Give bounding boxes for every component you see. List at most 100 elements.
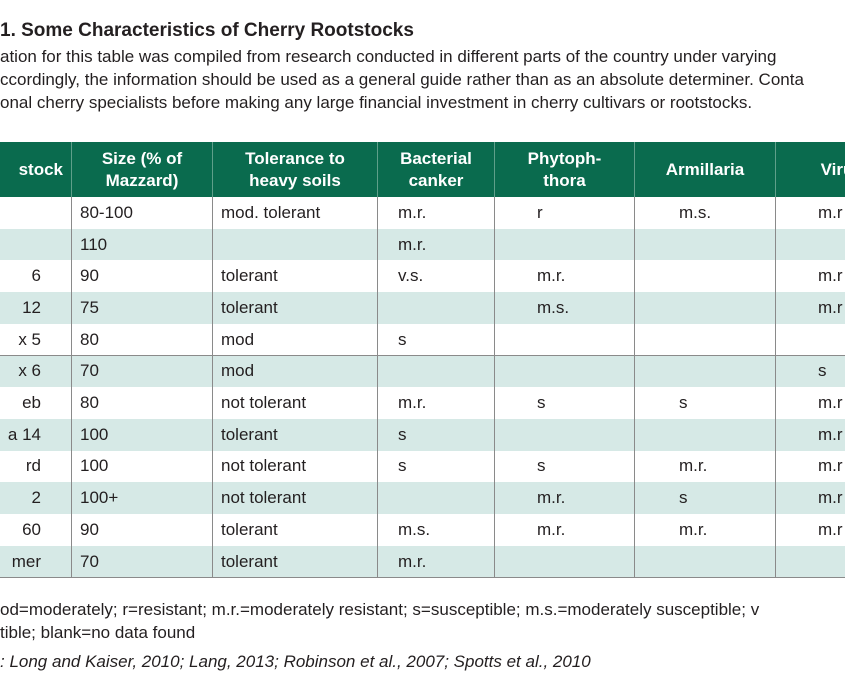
table-cell <box>635 260 776 294</box>
table-cell: rd <box>0 450 72 484</box>
table-cell <box>776 323 845 357</box>
header-cell: stock <box>0 142 72 197</box>
table-cell: tolerant <box>213 514 378 547</box>
header-cell: Armillaria <box>635 142 776 197</box>
header-cell: Viru <box>776 142 845 197</box>
table-cell: 60 <box>0 514 72 547</box>
header-text: canker <box>408 170 464 190</box>
header-text: Size (% of <box>101 148 183 168</box>
table-cell: s <box>495 450 635 484</box>
table-cell <box>0 197 72 230</box>
table-cell: m.r. <box>495 260 635 294</box>
intro-line: ccordingly, the information should be us… <box>0 70 804 89</box>
table-cell: not tolerant <box>213 482 378 515</box>
table-cell: m.r. <box>495 482 635 515</box>
table-cell: mer <box>0 545 72 579</box>
table-cell: m.r. <box>378 387 495 420</box>
table-cell: 75 <box>72 292 213 325</box>
table-cell <box>495 418 635 452</box>
table-cell: x 6 <box>0 355 72 389</box>
header-cell: Size (% of Mazzard) <box>72 142 213 197</box>
table-cell <box>495 355 635 389</box>
table-cell: m.r. <box>378 197 495 230</box>
table-cell: m.r <box>776 292 845 325</box>
header-cell: Phytoph-thora <box>495 142 635 197</box>
table-cell: v.s. <box>378 260 495 294</box>
header-text: Armillaria <box>665 159 745 179</box>
table-cell: tolerant <box>213 418 378 452</box>
table-cell: r <box>495 197 635 230</box>
table-cell <box>495 323 635 357</box>
table-cell <box>635 418 776 452</box>
table-cell: m.r. <box>635 450 776 484</box>
table-cell: 6 <box>0 260 72 294</box>
header-text: Bacterial <box>400 148 472 168</box>
header-text: Phytoph- <box>527 148 602 168</box>
header-text: heavy soils <box>249 170 341 190</box>
table-cell: 80 <box>72 323 213 357</box>
table-cell <box>495 228 635 262</box>
table-cell: 100+ <box>72 482 213 515</box>
table-cell: s <box>776 355 845 389</box>
table-cell: mod <box>213 355 378 389</box>
table-cell <box>0 228 72 262</box>
table-cell: 100 <box>72 450 213 484</box>
table-cell: s <box>635 482 776 515</box>
table-cell: 80 <box>72 387 213 420</box>
table-cell <box>213 228 378 262</box>
intro-line: ation for this table was compiled from r… <box>0 47 777 66</box>
header-text: Tolerance to <box>245 148 345 168</box>
table-cell: not tolerant <box>213 387 378 420</box>
header-text: Viru <box>820 159 845 179</box>
table-cell <box>378 292 495 325</box>
table-cell: m.r. <box>635 514 776 547</box>
table-cell <box>776 545 845 579</box>
table-cell <box>378 355 495 389</box>
header-text: thora <box>543 170 586 190</box>
table-cell: s <box>495 387 635 420</box>
table-cell: m.s. <box>635 197 776 230</box>
source: : Long and Kaiser, 2010; Lang, 2013; Rob… <box>0 652 591 671</box>
table-cell: 110 <box>72 228 213 262</box>
table-cell: m.s. <box>378 514 495 547</box>
table-cell <box>635 545 776 579</box>
table-cell <box>635 323 776 357</box>
table-cell: m.r. <box>495 514 635 547</box>
table-cell <box>635 292 776 325</box>
table-cell: m.r. <box>378 545 495 579</box>
header-text: stock <box>18 159 63 179</box>
table-cell: s <box>378 450 495 484</box>
table-cell: 12 <box>0 292 72 325</box>
table-cell: 2 <box>0 482 72 515</box>
table-cell: m.r <box>776 387 845 420</box>
table-cell: m.r <box>776 260 845 294</box>
table-cell: m.r. <box>378 228 495 262</box>
table-title: 1. Some Characteristics of Cherry Rootst… <box>0 20 414 41</box>
table-cell <box>495 545 635 579</box>
table-cell: 70 <box>72 355 213 389</box>
table-cell <box>635 355 776 389</box>
table-cell: not tolerant <box>213 450 378 484</box>
header-text: Mazzard) <box>105 170 179 190</box>
footnote-line: od=moderately; r=resistant; m.r.=moderat… <box>0 600 760 619</box>
table-cell: mod <box>213 323 378 357</box>
table-cell: 70 <box>72 545 213 579</box>
table-cell: a 14 <box>0 418 72 452</box>
table-cell: m.r <box>776 197 845 230</box>
table-cell: m.r <box>776 450 845 484</box>
table-cell: 90 <box>72 260 213 294</box>
table-cell <box>635 228 776 262</box>
table-cell: tolerant <box>213 545 378 579</box>
footnote-line: tible; blank=no data found <box>0 623 196 642</box>
table-cell: m.r <box>776 418 845 452</box>
table-cell: s <box>378 418 495 452</box>
table-cell: m.r <box>776 482 845 515</box>
table-cell <box>378 482 495 515</box>
table-cell: tolerant <box>213 292 378 325</box>
table-cell: 80-100 <box>72 197 213 230</box>
header-cell: Tolerance to heavy soils <box>213 142 378 197</box>
table-cell: tolerant <box>213 260 378 294</box>
table-cell: m.r <box>776 514 845 547</box>
table-cell <box>776 228 845 262</box>
